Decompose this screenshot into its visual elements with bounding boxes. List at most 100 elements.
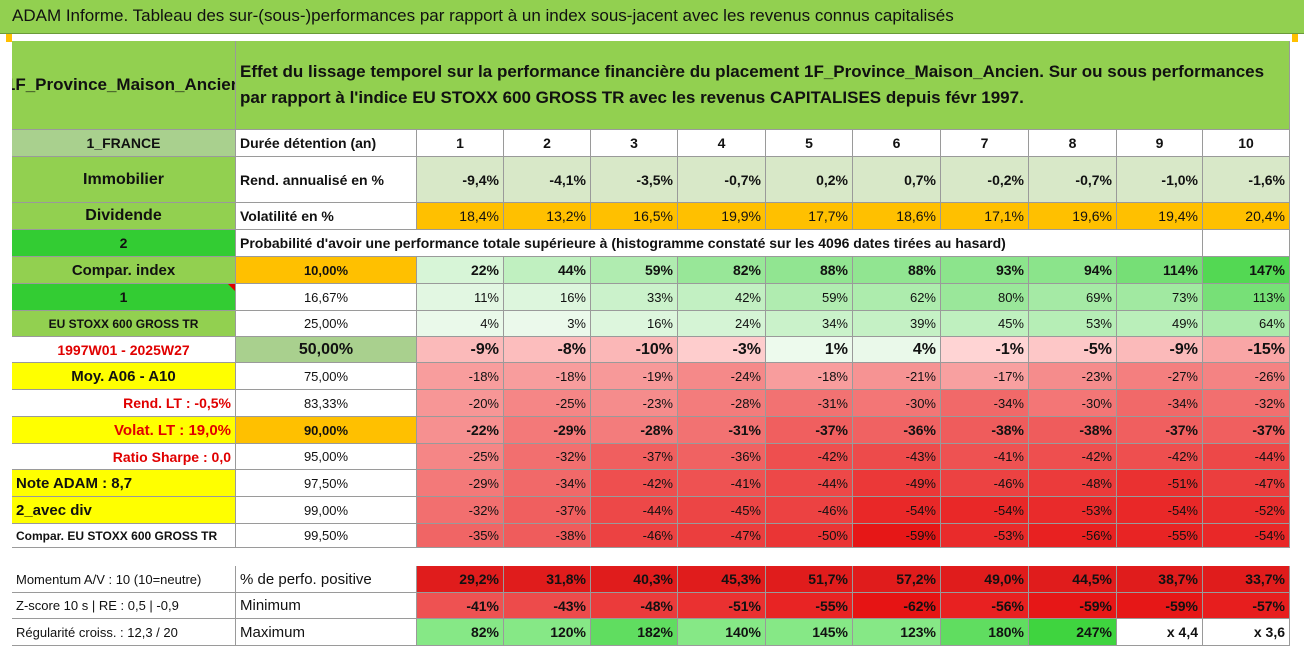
report-title-bar: ADAM Informe. Tableau des sur-(sous-)per…: [0, 0, 1304, 34]
quantile-value: -54%: [853, 497, 941, 524]
quantile-value-text: -20%: [468, 395, 499, 411]
quantile-pct-text: 90,00%: [303, 422, 349, 438]
quantile-value: -15%: [1203, 337, 1290, 363]
stat-value-text: 49,0%: [984, 571, 1024, 587]
quantile-value-text: 4%: [912, 340, 936, 358]
left-label-volat-lt: Volat. LT : 19,0%: [12, 417, 236, 444]
duration-label-text: Durée détention (an): [240, 135, 377, 151]
stat-value: 29,2%: [417, 566, 504, 593]
quantile-value: -5%: [1029, 337, 1117, 363]
quantile-value: 4%: [853, 337, 941, 363]
quantile-value: 49%: [1117, 311, 1203, 337]
quantile-value: -32%: [417, 497, 504, 524]
quantile-value-text: -23%: [1081, 368, 1112, 384]
group-number-cell: 2: [12, 230, 236, 257]
rend-value: -3,5%: [591, 157, 678, 203]
stat-value: 38,7%: [1117, 566, 1203, 593]
quantile-value: -25%: [417, 444, 504, 470]
quantile-value: -25%: [504, 390, 591, 417]
quantile-value-text: -49%: [905, 475, 936, 491]
stat-value: 120%: [504, 619, 591, 646]
stat-value: -43%: [504, 593, 591, 619]
quantile-value-text: -35%: [468, 528, 499, 543]
stat-value-text: -57%: [1252, 597, 1285, 614]
quantile-value-text: 88%: [819, 262, 848, 278]
country-cell-text: 1_FRANCE: [86, 135, 161, 151]
stat-value-text: -51%: [728, 597, 761, 614]
year-header-3-text: 3: [630, 135, 638, 151]
quantile-value: -23%: [1029, 363, 1117, 390]
quantile-value-text: -29%: [553, 422, 586, 438]
quantile-value: -42%: [766, 444, 853, 470]
left-label-compar-index-text: Compar. index: [71, 261, 176, 279]
quantile-value: -54%: [941, 497, 1029, 524]
quantile-value-text: 3%: [567, 316, 586, 331]
stat-value-text: x 3,6: [1253, 624, 1285, 640]
quantile-value: 59%: [766, 284, 853, 311]
stat-row-label-text: Minimum: [240, 597, 301, 614]
description-cell-text: Effet du lissage temporel sur la perform…: [240, 62, 1265, 107]
stat-value-text: 123%: [900, 624, 936, 640]
quantile-value: 80%: [941, 284, 1029, 311]
quantile-value: 42%: [678, 284, 766, 311]
year-header-7: 7: [941, 130, 1029, 157]
quantile-value: -46%: [766, 497, 853, 524]
quantile-value-text: 44%: [557, 262, 586, 278]
quantile-pct: 95,00%: [236, 444, 417, 470]
rend-value-text: -1,0%: [1161, 171, 1198, 188]
rend-value-text: -1,6%: [1248, 171, 1285, 188]
quantile-value: -34%: [504, 470, 591, 497]
quantile-value-text: -17%: [993, 368, 1024, 384]
quantile-value-text: -25%: [468, 449, 499, 464]
left-label-rend-lt-text: Rend. LT : -0,5%: [123, 395, 231, 411]
quantile-value-text: -31%: [728, 422, 761, 438]
stat-value-text: 38,7%: [1158, 571, 1198, 587]
quantile-pct-text: 16,67%: [303, 289, 349, 305]
quantile-pct-text: 83,33%: [303, 395, 349, 411]
left-label-num-1-text: 1: [119, 289, 128, 305]
rend-value-text: -0,7%: [724, 171, 761, 188]
quantile-value-text: -36%: [903, 422, 936, 438]
rend-value: -1,6%: [1203, 157, 1290, 203]
quantile-value: -29%: [504, 417, 591, 444]
description-cell: Effet du lissage temporel sur la perform…: [236, 41, 1290, 130]
quantile-value: 114%: [1117, 257, 1203, 284]
quantile-value-text: -42%: [1081, 449, 1112, 464]
left-label-note-adam-text: Note ADAM : 8,7: [16, 474, 133, 492]
quantile-value: -29%: [417, 470, 504, 497]
left-label-period-text: 1997W01 - 2025W27: [57, 341, 190, 358]
vol-value: 19,9%: [678, 203, 766, 230]
stat-value-text: 44,5%: [1072, 571, 1112, 587]
left-label-ratio-sharpe-text: Ratio Sharpe : 0,0: [112, 448, 231, 465]
quantile-value-text: -59%: [905, 528, 936, 543]
quantile-pct-text: 97,50%: [303, 475, 349, 491]
quantile-value-text: -42%: [642, 475, 673, 491]
vol-value-text: 19,4%: [1158, 208, 1198, 224]
quantile-value-text: -8%: [557, 340, 586, 358]
quantile-value: -44%: [591, 497, 678, 524]
quantile-value-text: -27%: [1167, 368, 1198, 384]
country-cell: 1_FRANCE: [12, 130, 236, 157]
rend-value: -4,1%: [504, 157, 591, 203]
quantile-value-text: 62%: [909, 289, 936, 305]
quantile-value-text: -56%: [1081, 528, 1112, 543]
quantile-value-text: -44%: [1254, 449, 1285, 464]
quantile-value: -27%: [1117, 363, 1203, 390]
quantile-value-text: -9%: [470, 340, 499, 358]
quantile-value-text: -23%: [642, 395, 673, 411]
stat-value: 40,3%: [591, 566, 678, 593]
quantile-value-text: -32%: [1254, 395, 1285, 411]
quantile-value-text: -28%: [640, 422, 673, 438]
stat-label: Z-score 10 s | RE : 0,5 | -0,9: [12, 593, 236, 619]
quantile-value-text: -47%: [1254, 475, 1285, 491]
quantile-value-text: -44%: [817, 475, 848, 491]
year-header-4-text: 4: [717, 135, 726, 151]
spacer-row: [0, 548, 1304, 566]
stat-label-text: Momentum A/V : 10 (10=neutre): [16, 571, 202, 587]
quantile-value: -31%: [678, 417, 766, 444]
quantile-value-text: -43%: [905, 449, 936, 464]
rend-value: -0,2%: [941, 157, 1029, 203]
quantile-value: -54%: [1203, 524, 1290, 548]
quantile-value: -34%: [1117, 390, 1203, 417]
